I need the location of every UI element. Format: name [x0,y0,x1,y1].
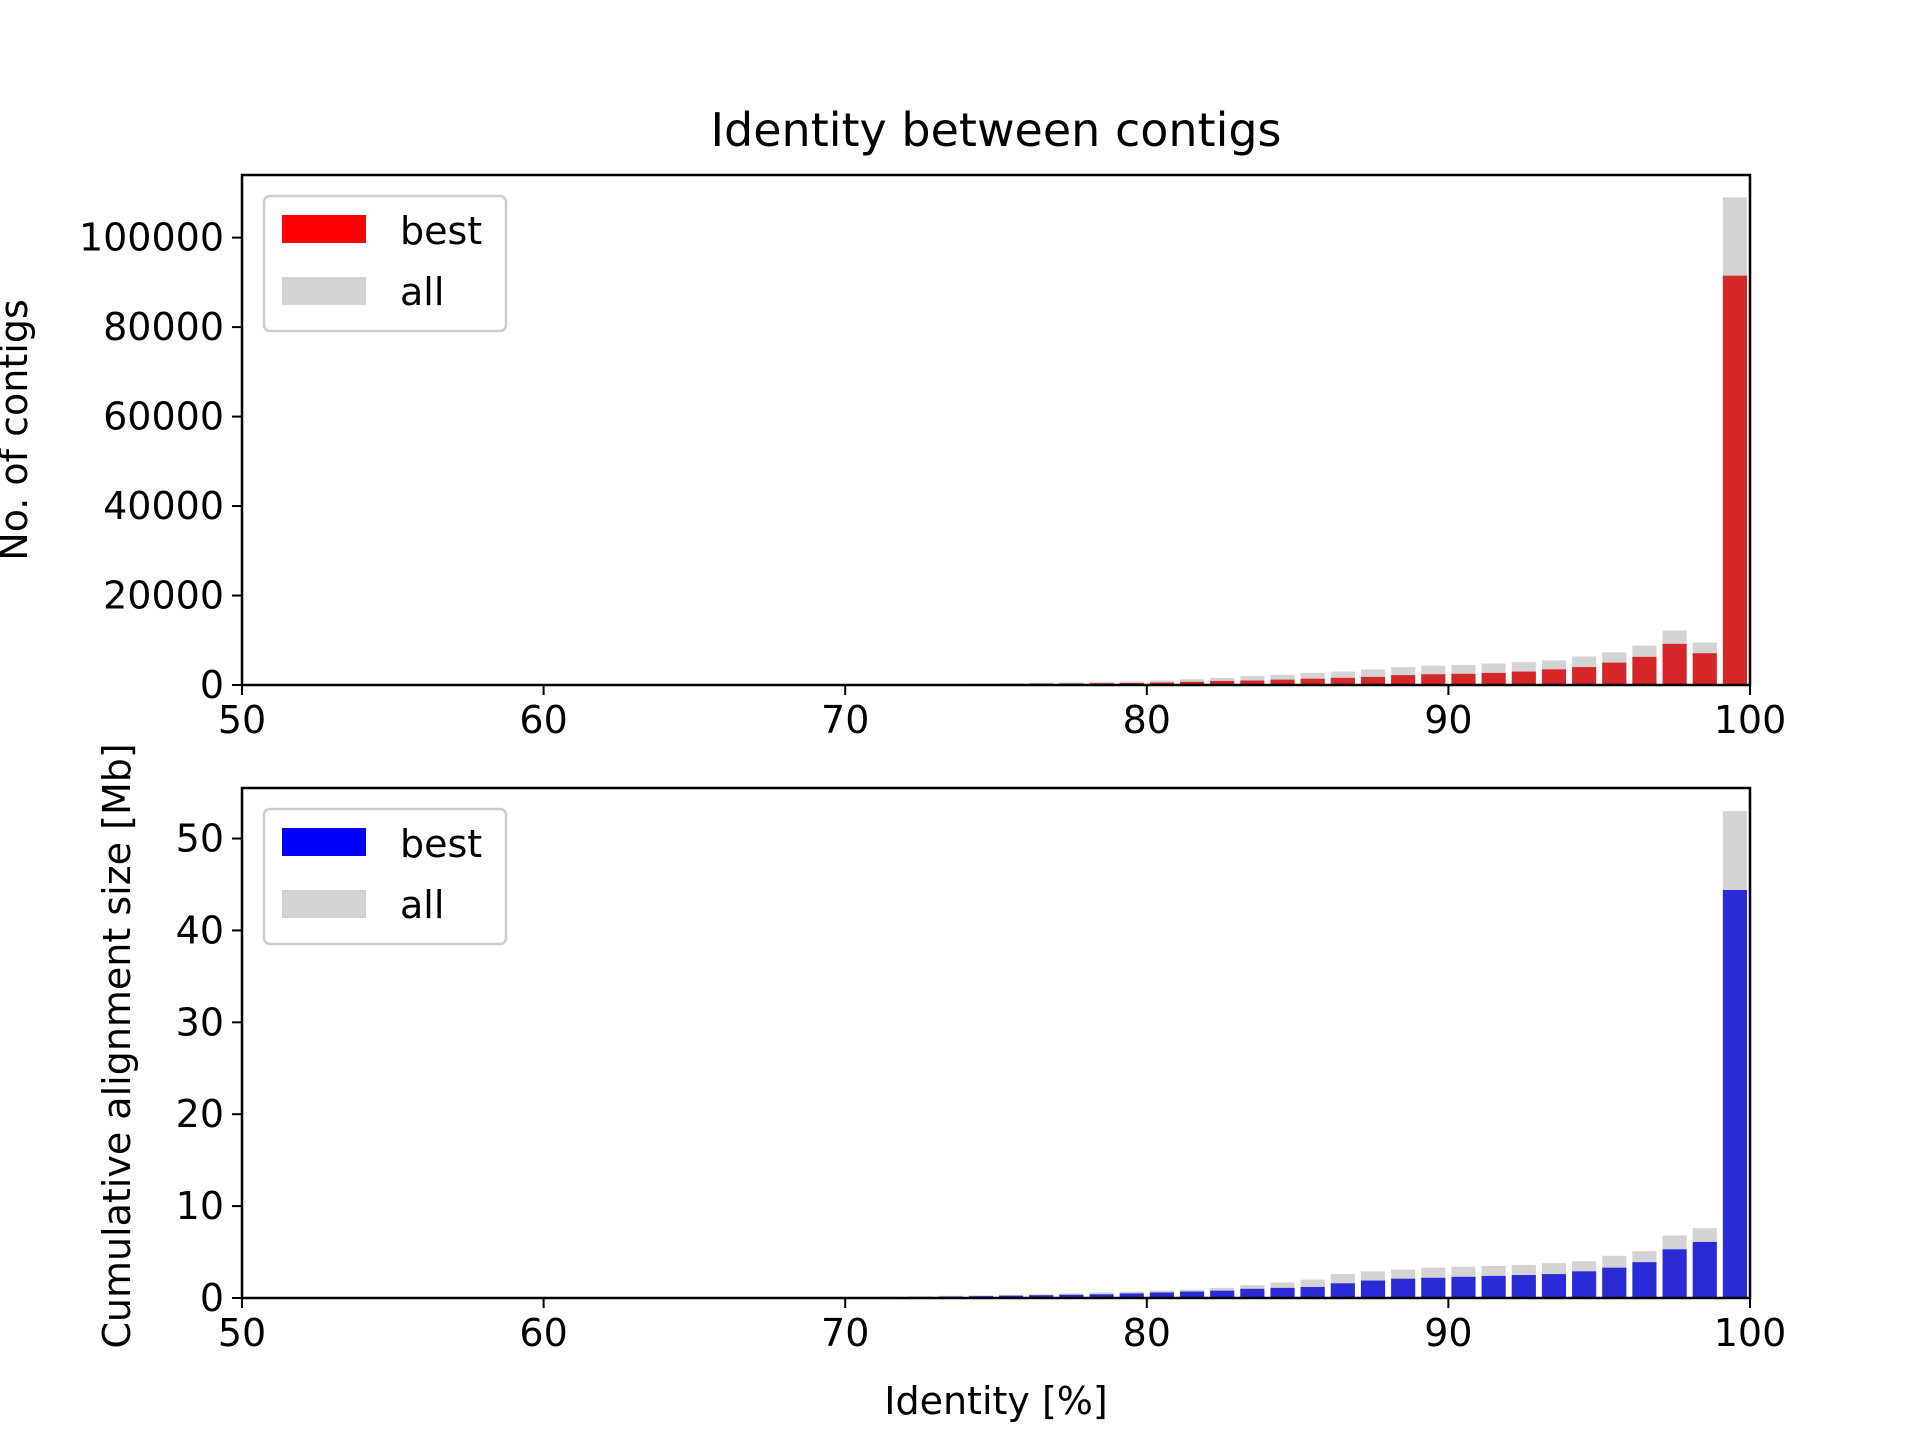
y-tick-label: 100000 [79,216,224,260]
x-tick-label: 70 [821,698,869,742]
bar-best [1360,1280,1386,1298]
bar-best [1602,1267,1627,1298]
x-tick-label: 50 [218,698,266,742]
bar-best [1300,1286,1325,1298]
bar-best [1722,275,1747,685]
bar-best [1632,656,1657,685]
bar-best [1632,1262,1657,1298]
bar-best [1360,676,1386,685]
bar-best [1692,653,1717,685]
bar-best [1421,674,1446,685]
x-tick-label: 80 [1123,698,1171,742]
bar-best [1270,1287,1295,1298]
y-tick-label: 40000 [103,484,224,528]
x-tick-label: 70 [821,1311,869,1355]
bottom-chart-y-label: Cumulative alignment size [Mb] [95,743,139,1348]
bottom-chart-legend: best all [262,807,508,946]
bar-best [1089,1294,1114,1298]
bar-best [1149,1292,1174,1298]
bar-best [1451,1276,1476,1298]
bar-best [1662,1249,1687,1298]
bar-best [1059,1294,1084,1298]
bar-best [1511,671,1536,685]
bar-best [1179,1291,1205,1298]
bar-best [1391,675,1416,685]
bar-best [1240,1288,1265,1298]
bar-best [1511,1275,1536,1298]
bar-best [1330,1283,1355,1298]
bar-best [1541,669,1567,685]
bar-best [1572,1271,1597,1298]
bar-best [1451,673,1476,685]
x-tick-label: 100 [1714,1311,1787,1355]
bar-best [1300,678,1325,685]
legend-all-swatch [282,890,366,918]
legend-best-swatch [282,215,366,243]
bar-best [1541,1274,1567,1298]
bar-best [1421,1277,1446,1298]
bar-best [1210,680,1235,685]
top-chart-x-ticks: 50 60 70 80 90 100 [218,685,1786,742]
bottom-chart-y-ticks: 0 10 20 30 40 50 [176,817,242,1320]
x-tick-label: 60 [519,1311,567,1355]
top-chart-legend: best all [262,194,508,333]
bar-best [1330,677,1355,685]
legend-best-swatch [282,828,366,856]
bar-best [1692,1241,1717,1298]
legend-best-label: best [400,822,482,866]
top-chart-bars [848,197,1747,686]
bar-best [1391,1278,1416,1298]
bar-best [1722,890,1747,1298]
x-tick-label: 90 [1424,1311,1472,1355]
bar-best [1210,1290,1235,1298]
legend-best-label: best [400,209,482,253]
y-tick-label: 0 [200,663,224,707]
x-tick-label: 50 [218,1311,266,1355]
legend-all-label: all [400,883,444,927]
bar-best [1270,679,1295,685]
bottom-chart-x-label: Identity [%] [884,1379,1107,1423]
bottom-chart-x-ticks: 50 60 70 80 90 100 [218,1298,1786,1355]
top-chart-frame [240,173,1752,687]
bottom-chart: 50 60 70 80 90 100 0 10 20 30 40 50 Identity [%] C… [95,743,1786,1423]
y-tick-label: 20 [176,1092,224,1136]
y-tick-label: 10 [176,1184,224,1228]
y-tick-label: 60000 [103,395,224,439]
y-tick-label: 50 [176,817,224,861]
y-tick-label: 40 [176,908,224,952]
bar-best [1481,672,1506,685]
bar-best [1240,680,1265,685]
bar-best [1602,662,1627,685]
y-tick-label: 0 [200,1276,224,1320]
bar-best [1029,1295,1054,1298]
top-chart-y-label: No. of contigs [0,299,36,560]
bar-best [1572,667,1597,685]
bar-best [1119,1293,1144,1298]
legend-all-label: all [400,270,444,314]
x-tick-label: 90 [1424,698,1472,742]
bar-best [1662,643,1687,685]
legend-all-swatch [282,277,366,305]
x-tick-label: 80 [1123,1311,1171,1355]
figure-title: Identity between contigs [710,103,1281,157]
y-tick-label: 80000 [103,305,224,349]
bar-best [1481,1275,1506,1298]
bar-best [1179,681,1205,685]
top-chart-y-ticks: 0 20000 40000 60000 80000 100000 [79,216,242,707]
x-tick-label: 100 [1714,698,1787,742]
bottom-chart-frame [240,786,1752,1300]
y-tick-label: 20000 [103,574,224,618]
top-chart: 50 60 70 80 90 100 0 20000 40000 60000 80000 10000… [0,173,1786,742]
y-tick-label: 30 [176,1000,224,1044]
x-tick-label: 60 [519,698,567,742]
